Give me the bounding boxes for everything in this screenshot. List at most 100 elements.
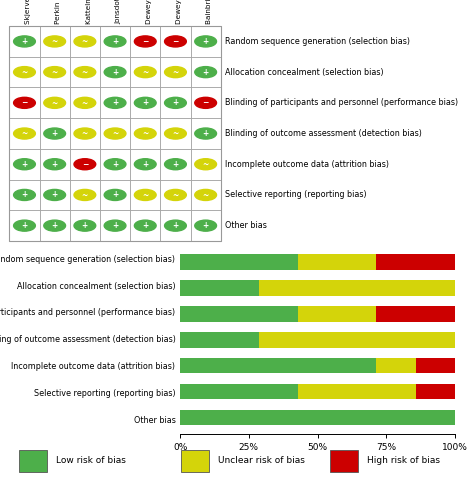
Circle shape (74, 220, 96, 231)
Circle shape (44, 159, 65, 170)
Bar (130, 26, 160, 57)
Bar (191, 57, 221, 88)
Bar (9, 180, 39, 210)
FancyBboxPatch shape (18, 450, 46, 472)
Bar (416, 358, 455, 374)
Circle shape (104, 128, 126, 139)
Text: ~: ~ (112, 129, 118, 138)
Circle shape (135, 189, 156, 201)
Text: ~: ~ (142, 190, 148, 200)
Bar (9, 57, 39, 88)
Text: Kattelmann 2001 [303]: Kattelmann 2001 [303] (85, 0, 91, 24)
Text: +: + (173, 160, 179, 169)
Circle shape (104, 159, 126, 170)
Bar (9, 26, 221, 241)
Text: Unclear risk of bias: Unclear risk of bias (219, 456, 305, 465)
Text: −: − (202, 98, 209, 107)
Bar (180, 384, 298, 400)
FancyBboxPatch shape (181, 450, 209, 472)
Text: Incomplete outcome data (attrition bias): Incomplete outcome data (attrition bias) (11, 362, 175, 371)
Circle shape (135, 97, 156, 108)
Text: Dewey 2004 [294]: Dewey 2004 [294] (145, 0, 152, 24)
Bar (191, 210, 221, 241)
Text: +: + (142, 98, 148, 107)
Circle shape (44, 67, 65, 78)
Text: Jonsdottir 2014 b [300]: Jonsdottir 2014 b [300] (115, 0, 122, 24)
Text: −: − (21, 98, 27, 107)
Text: Bainbridge 1996 [288]: Bainbridge 1996 [288] (206, 0, 212, 24)
Circle shape (14, 97, 36, 108)
Bar (9, 149, 39, 180)
Bar (70, 57, 100, 88)
Circle shape (164, 189, 186, 201)
Text: ~: ~ (142, 67, 148, 77)
Bar (39, 180, 70, 210)
Text: Blinding of participants and personnel (performance bias): Blinding of participants and personnel (… (226, 98, 458, 107)
Bar (160, 26, 191, 57)
Text: +: + (142, 160, 148, 169)
Bar (9, 88, 39, 118)
Bar (70, 118, 100, 149)
Circle shape (195, 159, 217, 170)
Bar (100, 57, 130, 88)
Bar (130, 57, 160, 88)
Bar (416, 384, 455, 400)
Text: Dewey 1998 [298]: Dewey 1998 [298] (175, 0, 182, 24)
Circle shape (14, 128, 36, 139)
Circle shape (44, 128, 65, 139)
Text: ~: ~ (173, 190, 179, 200)
Circle shape (164, 220, 186, 231)
Text: ~: ~ (202, 190, 209, 200)
Bar (39, 26, 70, 57)
Circle shape (74, 36, 96, 47)
Bar (259, 332, 455, 348)
Bar (100, 210, 130, 241)
Circle shape (44, 36, 65, 47)
Bar (70, 180, 100, 210)
Bar (180, 332, 259, 348)
Bar (39, 88, 70, 118)
Circle shape (164, 159, 186, 170)
Text: +: + (112, 221, 118, 230)
Text: ~: ~ (52, 37, 58, 46)
Circle shape (44, 220, 65, 231)
Text: +: + (52, 221, 58, 230)
Circle shape (195, 220, 217, 231)
Bar (70, 88, 100, 118)
Text: −: − (172, 37, 179, 46)
Bar (70, 26, 100, 57)
Circle shape (14, 67, 36, 78)
Circle shape (14, 189, 36, 201)
Text: ~: ~ (173, 67, 179, 77)
Circle shape (104, 36, 126, 47)
Bar (180, 280, 259, 296)
Circle shape (164, 128, 186, 139)
Circle shape (74, 189, 96, 201)
Circle shape (74, 97, 96, 108)
Circle shape (14, 36, 36, 47)
Text: ~: ~ (82, 67, 88, 77)
Bar (180, 306, 298, 321)
Circle shape (104, 220, 126, 231)
Circle shape (195, 67, 217, 78)
Bar (160, 210, 191, 241)
Text: ~: ~ (52, 98, 58, 107)
Text: Skjerven 2020 [310]: Skjerven 2020 [310] (25, 0, 31, 24)
Text: ~: ~ (21, 129, 27, 138)
Text: +: + (202, 67, 209, 77)
Bar (191, 149, 221, 180)
Text: +: + (112, 98, 118, 107)
Bar (298, 384, 416, 400)
Text: +: + (173, 221, 179, 230)
Text: ~: ~ (21, 67, 27, 77)
Text: Random sequence generation (selection bias): Random sequence generation (selection bi… (0, 255, 175, 264)
Bar (100, 26, 130, 57)
Text: Other bias: Other bias (226, 221, 267, 230)
Circle shape (135, 67, 156, 78)
Circle shape (135, 220, 156, 231)
Bar (39, 210, 70, 241)
Text: +: + (142, 221, 148, 230)
Text: ~: ~ (82, 190, 88, 200)
Text: +: + (21, 190, 27, 200)
Text: +: + (52, 129, 58, 138)
